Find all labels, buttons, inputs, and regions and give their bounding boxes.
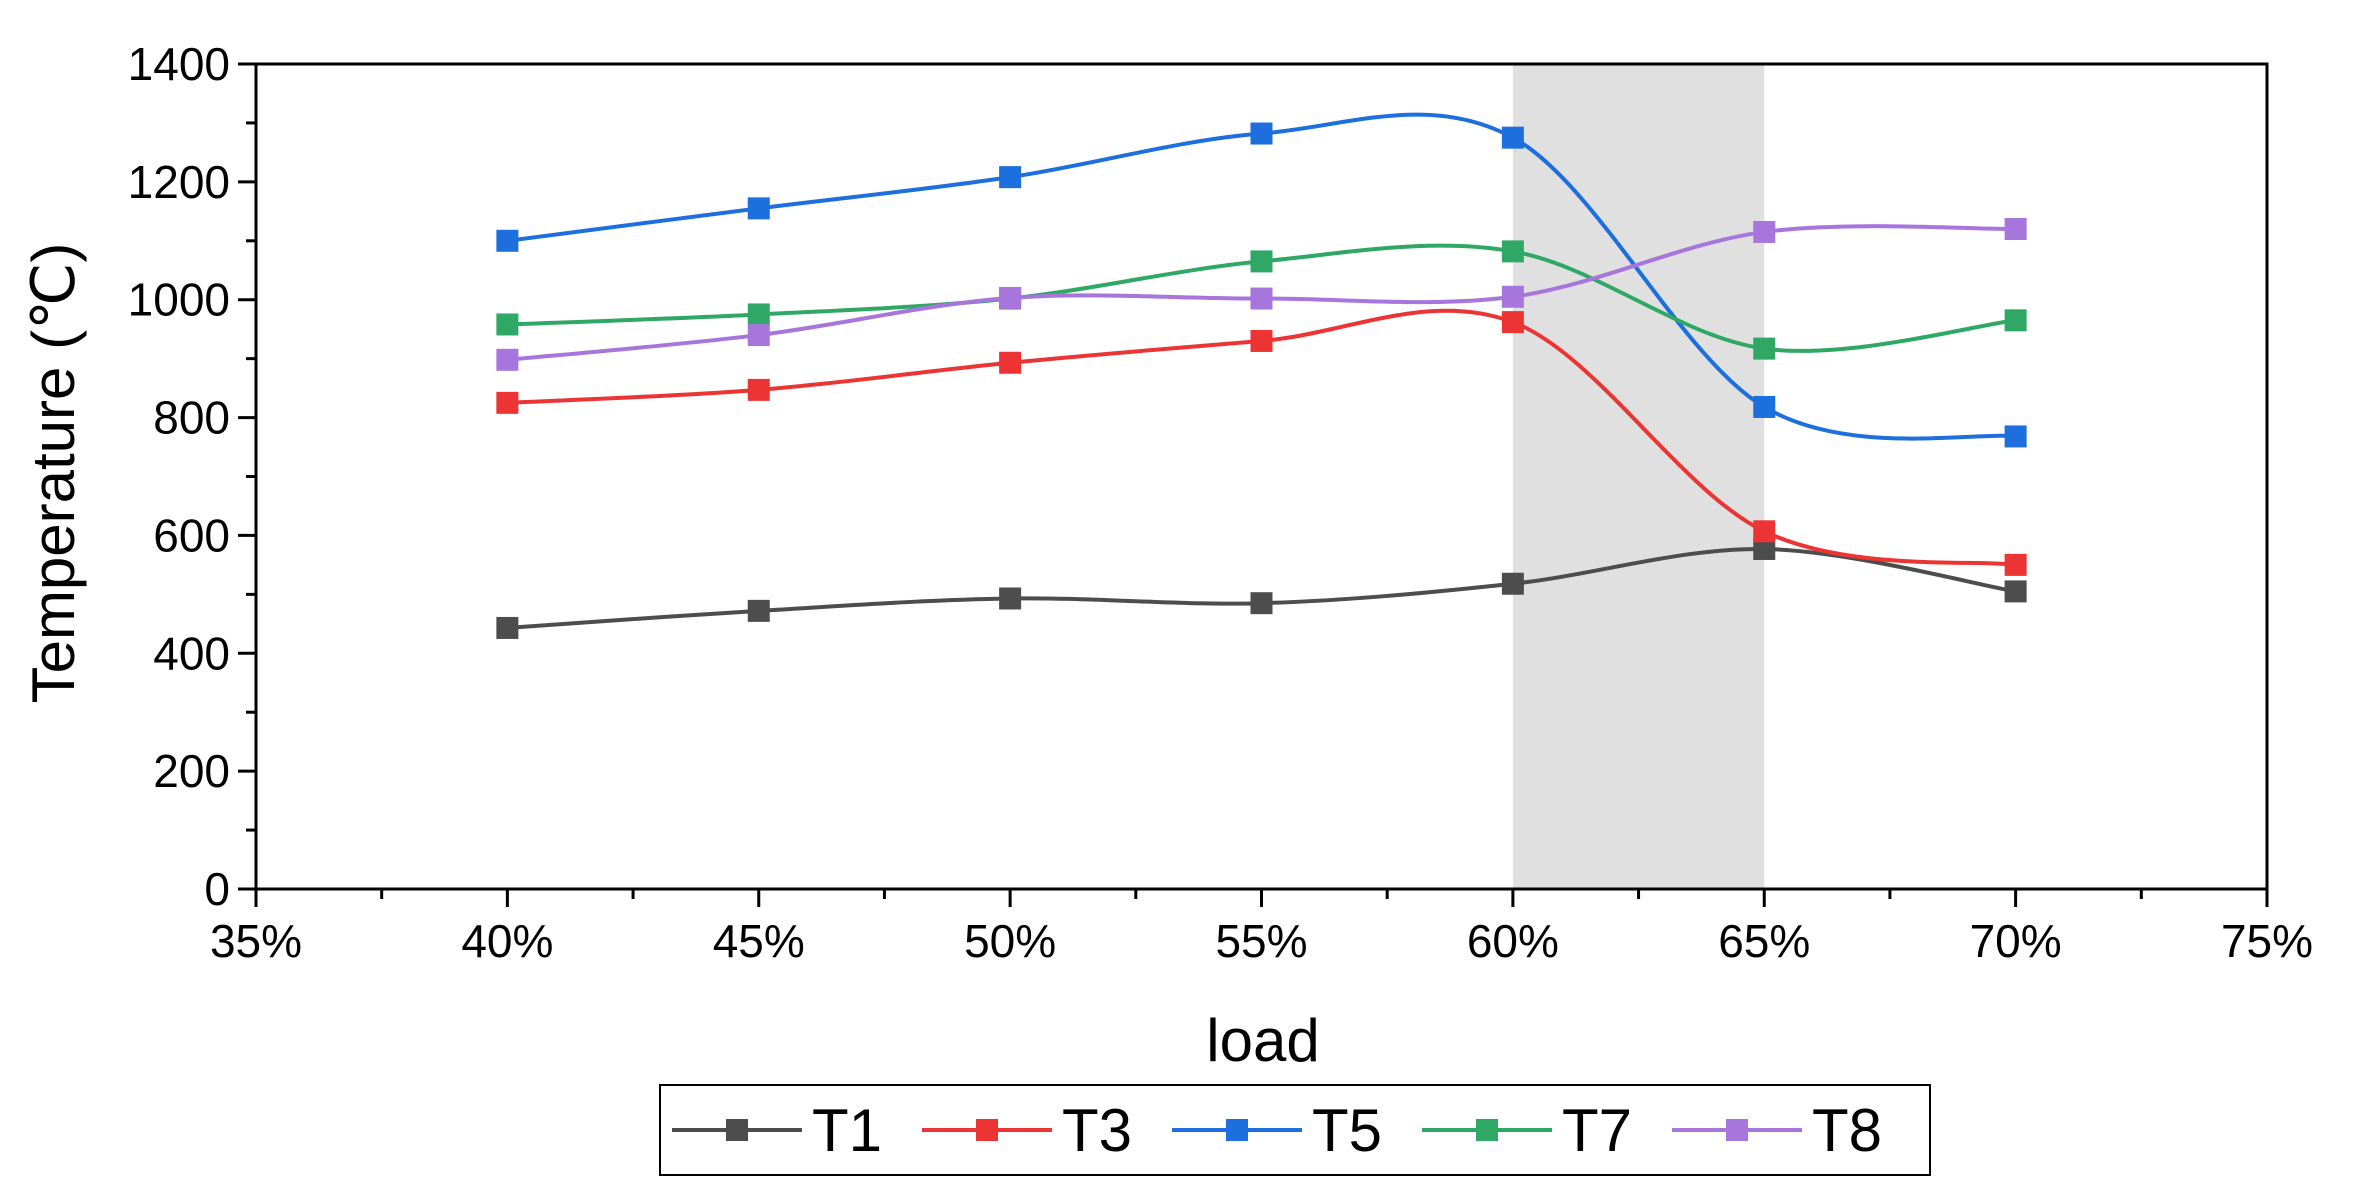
data-point-T1-65% — [1753, 537, 1776, 560]
data-point-T8-55% — [1250, 287, 1273, 310]
legend-item-T7: T7 — [1422, 1097, 1632, 1164]
legend-label: T1 — [812, 1097, 882, 1164]
data-point-T1-55% — [1250, 592, 1273, 615]
y-tick-label: 1400 — [128, 38, 230, 90]
series-layer — [496, 112, 2027, 639]
x-tick-label: 65% — [1718, 915, 1810, 967]
y-tick-label: 1000 — [128, 274, 230, 326]
legend-marker — [1476, 1119, 1498, 1141]
y-axis-title: Temperature (℃) — [20, 243, 87, 704]
legend-label: T8 — [1812, 1097, 1882, 1164]
series-T7 — [496, 240, 2027, 360]
data-point-T7-45% — [747, 303, 770, 326]
series-T3 — [496, 308, 2027, 576]
data-point-T7-70% — [2004, 309, 2027, 332]
data-point-T5-55% — [1250, 122, 1273, 145]
data-point-T8-40% — [496, 348, 519, 371]
legend-item-T3: T3 — [922, 1097, 1132, 1164]
data-point-T3-50% — [999, 351, 1022, 374]
shaded-region — [1512, 64, 1765, 889]
data-point-T5-50% — [999, 166, 1022, 189]
data-point-T8-65% — [1753, 220, 1776, 243]
data-point-T3-60% — [1501, 311, 1524, 334]
data-point-T1-40% — [496, 616, 519, 639]
ticks-layer: 35% 40% 45% 50% 55% 60% 65% 70% 75% 0 200 400 600 800… — [128, 38, 2313, 967]
axes-layer — [254, 62, 2269, 891]
x-tick-label: 75% — [2221, 915, 2313, 967]
y-tick-label: 400 — [153, 627, 230, 679]
x-tick-label: 35% — [210, 915, 302, 967]
data-point-T3-70% — [2004, 553, 2027, 576]
data-point-T1-60% — [1501, 572, 1524, 595]
x-tick-label: 45% — [713, 915, 805, 967]
legend-label: T7 — [1562, 1097, 1632, 1164]
data-point-T8-50% — [999, 286, 1022, 309]
legend-item-T5: T5 — [1172, 1097, 1382, 1164]
legend: T1 T3 T5 T7 T8 — [659, 1084, 1931, 1176]
data-point-T3-40% — [496, 391, 519, 414]
y-tick-label: 800 — [153, 392, 230, 444]
data-point-T8-60% — [1501, 285, 1524, 308]
shaded-region-layer — [1512, 64, 1765, 889]
data-point-T7-40% — [496, 313, 519, 336]
x-tick-label: 60% — [1467, 915, 1559, 967]
data-point-T8-70% — [2004, 218, 2027, 240]
y-tick-label: 1200 — [128, 156, 230, 208]
data-point-T3-65% — [1753, 520, 1776, 543]
series-T5 — [496, 112, 2027, 448]
series-line-T1 — [507, 546, 2016, 630]
series-T1 — [496, 537, 2027, 639]
y-tick-label: 600 — [153, 509, 230, 561]
data-point-T7-65% — [1753, 337, 1776, 360]
data-point-T1-45% — [747, 599, 770, 622]
data-point-T1-70% — [2004, 580, 2027, 603]
x-axis-title: load — [1206, 1007, 1319, 1074]
y-tick-label: 0 — [204, 863, 230, 915]
data-point-T3-45% — [747, 378, 770, 401]
legend-marker — [976, 1119, 998, 1141]
data-point-T8-45% — [747, 324, 770, 347]
legend-label: T5 — [1312, 1097, 1382, 1164]
data-point-T5-45% — [747, 197, 770, 220]
x-tick-label: 70% — [1970, 915, 2062, 967]
data-point-T7-55% — [1250, 250, 1273, 273]
x-tick-label: 50% — [964, 915, 1056, 967]
data-point-T7-60% — [1501, 240, 1524, 263]
data-point-T3-55% — [1250, 329, 1273, 352]
legend-label: T3 — [1062, 1097, 1132, 1164]
plot-frame — [254, 62, 2269, 891]
data-point-T5-70% — [2004, 425, 2027, 448]
data-point-T5-65% — [1753, 395, 1776, 418]
x-tick-label: 40% — [461, 915, 553, 967]
y-tick-label: 200 — [153, 745, 230, 797]
data-point-T1-50% — [999, 587, 1022, 610]
legend-marker — [1226, 1119, 1248, 1141]
data-point-T5-40% — [496, 229, 519, 252]
x-tick-label: 55% — [1215, 915, 1307, 967]
legend-item-T1: T1 — [672, 1097, 882, 1164]
legend-marker — [1726, 1119, 1748, 1141]
series-T8 — [496, 218, 2027, 371]
data-point-T5-60% — [1501, 126, 1524, 149]
legend-marker — [726, 1119, 748, 1141]
legend-item-T8: T8 — [1672, 1097, 1882, 1164]
